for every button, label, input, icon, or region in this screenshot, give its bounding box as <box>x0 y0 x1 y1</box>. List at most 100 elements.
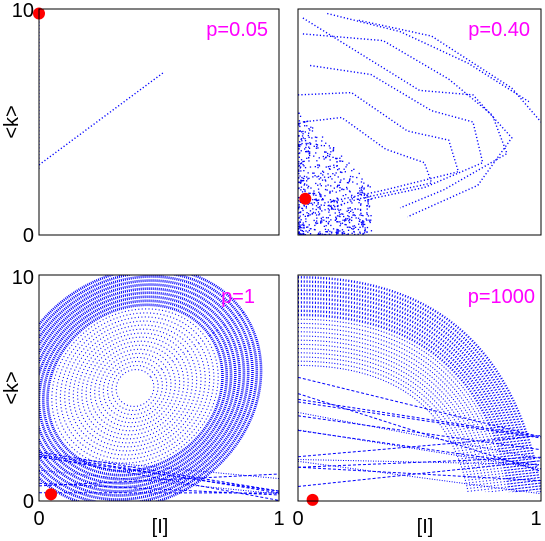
orbit-3 <box>102 356 168 420</box>
cloud-point <box>301 233 303 235</box>
cloud-point <box>315 221 317 224</box>
cloud-point <box>336 165 338 167</box>
cloud-point <box>348 221 351 224</box>
cloud-point <box>307 185 310 187</box>
cloud-point <box>322 216 324 218</box>
cloud-point <box>351 202 353 204</box>
cloud-point <box>337 230 339 232</box>
arc-3 <box>298 352 480 493</box>
cloud-point <box>300 159 303 161</box>
cloud-point <box>340 223 342 225</box>
cloud-point <box>325 156 327 158</box>
cloud-point <box>313 192 316 195</box>
cloud-point <box>352 181 354 183</box>
cloud-point <box>316 222 319 224</box>
cloud-point <box>362 220 364 222</box>
cloud-point <box>320 222 322 224</box>
cloud-point <box>359 219 361 221</box>
cloud-point <box>362 226 364 228</box>
cloud-point <box>333 204 335 207</box>
cloud-point <box>303 188 305 190</box>
cloud-point <box>315 143 317 145</box>
panel-3-data <box>39 275 279 501</box>
cloud-point <box>298 217 301 219</box>
cloud-point <box>300 219 302 221</box>
cloud-point <box>314 229 316 231</box>
cloud-point <box>358 192 360 194</box>
cloud-point <box>300 224 302 226</box>
cloud-point <box>335 191 337 193</box>
cloud-point <box>298 212 300 214</box>
cloud-point <box>332 156 334 158</box>
cloud-point <box>298 222 300 224</box>
arc-19 <box>298 284 536 493</box>
cloud-point <box>365 218 367 220</box>
cloud-point <box>337 229 339 231</box>
cloud-point <box>361 224 363 226</box>
cloud-point <box>305 205 307 208</box>
panel-3-label: p=1 <box>221 286 255 308</box>
cloud-point <box>360 212 362 214</box>
cloud-point <box>325 217 328 219</box>
arc-5 <box>298 343 487 493</box>
cloud-point <box>319 206 321 208</box>
cloud-point <box>361 221 364 223</box>
cloud-point <box>308 192 310 194</box>
cloud-point <box>320 221 322 223</box>
cloud-point <box>309 202 311 204</box>
cloud-point <box>355 217 357 219</box>
cloud-point <box>343 232 346 235</box>
cloud-point <box>302 213 304 216</box>
cloud-point <box>305 142 307 145</box>
arc-18 <box>298 288 532 493</box>
cloud-point <box>337 198 339 200</box>
cloud-point <box>328 168 331 170</box>
cloud-point <box>359 209 362 211</box>
cloud-point <box>307 203 309 205</box>
cloud-point <box>298 165 300 167</box>
cloud-point <box>320 217 322 219</box>
cloud-point <box>348 212 350 214</box>
cloud-point <box>307 213 310 215</box>
cloud-point <box>325 231 327 233</box>
orbit-4 <box>98 352 172 424</box>
cloud-point <box>367 199 369 201</box>
cloud-point <box>299 211 302 214</box>
cloud-point <box>306 125 308 127</box>
trajectory-line-11 <box>298 429 541 470</box>
cloud-point <box>320 144 323 147</box>
cloud-point <box>306 151 308 153</box>
trajectory-line-9 <box>298 429 541 467</box>
cloud-point <box>329 199 332 201</box>
cloud-point <box>302 133 304 135</box>
cloud-point <box>309 143 312 145</box>
trajectory-line-1 <box>39 455 279 480</box>
initial-state-marker <box>306 493 319 506</box>
cloud-point <box>309 151 311 153</box>
arc-10 <box>298 322 504 493</box>
cloud-point <box>298 165 301 167</box>
cloud-point <box>298 225 300 227</box>
cloud-point <box>318 178 320 180</box>
cloud-point <box>306 212 308 214</box>
cloud-point <box>302 130 304 133</box>
cloud-point <box>306 157 308 159</box>
cloud-point <box>298 200 300 202</box>
cloud-point <box>309 142 311 144</box>
cloud-point <box>300 138 302 140</box>
cloud-point <box>364 223 366 226</box>
trajectory-line-3 <box>298 460 541 487</box>
cloud-point <box>363 221 365 223</box>
cloud-point <box>331 207 333 209</box>
cloud-point <box>335 231 337 234</box>
cloud-point <box>321 199 323 201</box>
cloud-point <box>298 144 300 147</box>
cloud-point <box>298 161 300 163</box>
cloud-point <box>328 211 330 213</box>
cloud-point <box>354 226 357 228</box>
cloud-point <box>339 160 341 162</box>
cloud-point <box>317 184 319 186</box>
cloud-point <box>369 221 371 224</box>
cloud-point <box>339 221 341 223</box>
cloud-point <box>307 134 309 137</box>
